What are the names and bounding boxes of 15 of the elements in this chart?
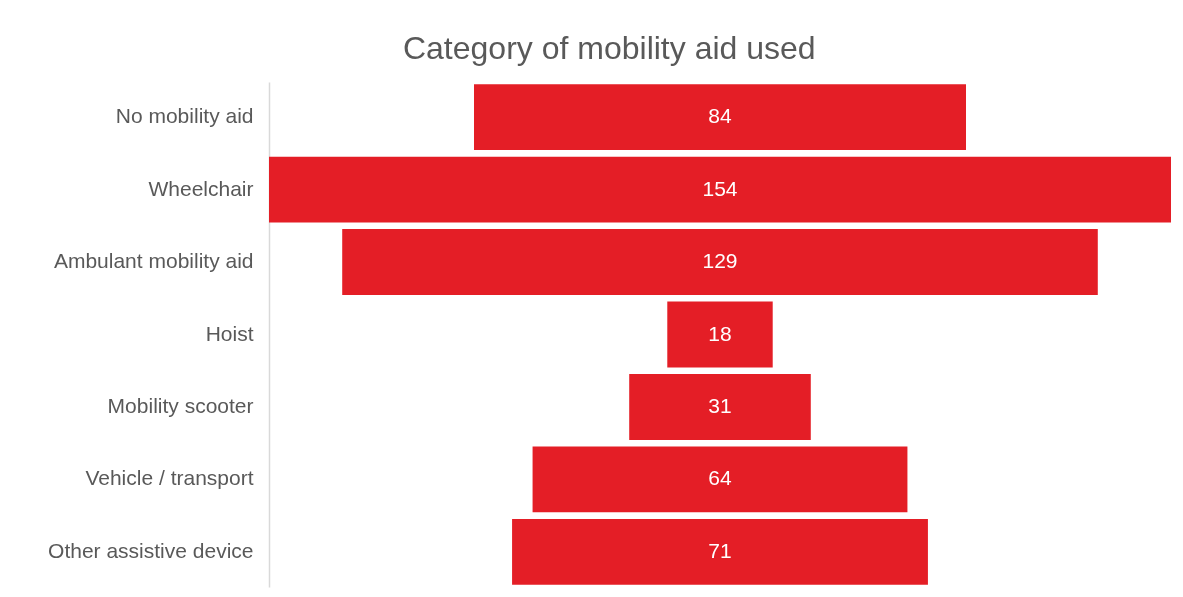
text: Category of mobility aid used bbox=[402, 30, 816, 66]
category-label: Other assistive device bbox=[48, 538, 254, 562]
category-label: Mobility scooter bbox=[107, 393, 254, 417]
data-label: 71 bbox=[708, 538, 732, 562]
data-label: 18 bbox=[708, 321, 732, 345]
data-label: 64 bbox=[708, 466, 732, 490]
data-label: 84 bbox=[708, 104, 732, 128]
category-label: Vehicle / transport bbox=[85, 466, 254, 490]
category-label: Hoist bbox=[205, 321, 254, 345]
category-label: Wheelchair bbox=[148, 176, 254, 200]
category-label: Ambulant mobility aid bbox=[53, 249, 254, 273]
data-label: 129 bbox=[702, 249, 738, 273]
data-label: 31 bbox=[708, 393, 732, 417]
category-label: No mobility aid bbox=[115, 104, 254, 128]
data-label: 154 bbox=[702, 176, 738, 200]
